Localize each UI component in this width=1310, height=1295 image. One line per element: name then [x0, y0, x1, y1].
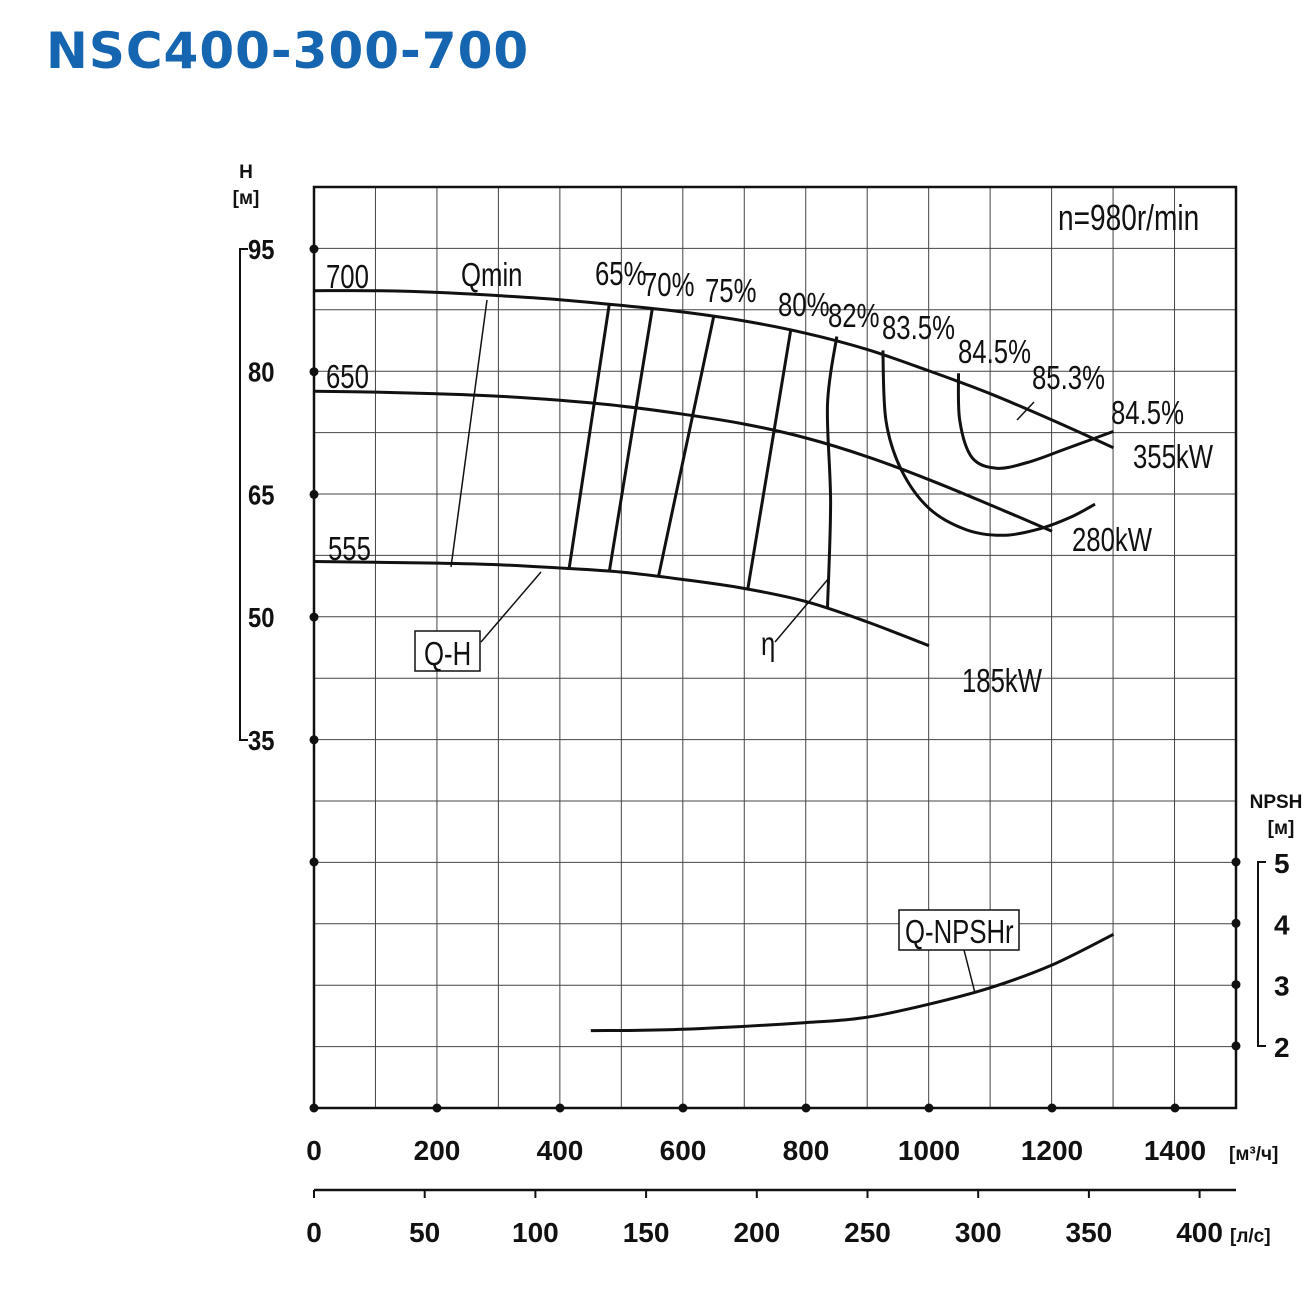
efficiency-label: 80%: [778, 287, 829, 324]
curve-label-700: 700: [326, 259, 369, 296]
y-tick-dot: [309, 735, 319, 745]
y2-axis-label: NPSH: [1250, 792, 1303, 813]
x-tick-dot: [1170, 1103, 1180, 1113]
leader-line: [963, 949, 976, 994]
npsh-curve: [590, 932, 1115, 1033]
leader-line: [774, 577, 830, 643]
y-tick-label: 65: [248, 479, 274, 511]
x2-tick-label: 350: [1066, 1217, 1113, 1248]
leader-line: [450, 299, 488, 568]
efficiency-line: [607, 308, 654, 573]
efficiency-label: 85.3%: [1032, 360, 1105, 397]
head-curve-700: [313, 289, 1115, 450]
x-tick-dot: [801, 1103, 811, 1113]
y-tick-label: 95: [248, 233, 274, 265]
qmin-label: Qmin: [461, 257, 522, 294]
leader-line: [1016, 401, 1035, 421]
y-tick-dot: [309, 489, 319, 499]
y2-tick-label: 5: [1274, 848, 1290, 879]
y-tick-dot: [309, 367, 319, 377]
y-tick-dot: [309, 612, 319, 622]
grid-dot: [309, 857, 319, 867]
y2-tick-dot: [1231, 857, 1241, 867]
efficiency-line: [656, 315, 716, 578]
efficiency-contour: [956, 373, 1115, 470]
x2-tick-label: 50: [409, 1217, 440, 1248]
x-tick-label: 1400: [1144, 1135, 1206, 1166]
grid: [314, 187, 1236, 1108]
x2-axis-unit: [л/с]: [1230, 1226, 1271, 1247]
x-tick-label: 600: [660, 1135, 707, 1166]
y-axis-unit: [м]: [233, 188, 260, 209]
efficiency-contour: [881, 350, 1096, 537]
efficiency-line: [746, 330, 793, 591]
curves: [313, 289, 1115, 1033]
x-tick-label: 1000: [898, 1135, 960, 1166]
h-scale-bracket: [239, 248, 248, 741]
x2-tick-label: 300: [955, 1217, 1002, 1248]
y2-tick-dot: [1231, 980, 1241, 990]
plot-border: [312, 185, 1238, 1110]
power-label: 280kW: [1072, 522, 1152, 559]
leader-line: [480, 571, 542, 643]
efficiency-line: [567, 304, 611, 569]
efficiency-label: 84.5%: [1111, 395, 1184, 432]
curve-label-650: 650: [326, 359, 369, 396]
y-tick-label: 35: [248, 724, 274, 756]
head-curve-555: [313, 560, 930, 648]
efficiency-label: 70%: [643, 267, 694, 304]
efficiency-label: 83.5%: [882, 310, 955, 347]
power-label: 355kW: [1133, 439, 1213, 476]
x2-tick-label: 100: [512, 1217, 559, 1248]
x2-tick-label: 0: [306, 1217, 322, 1248]
x-tick-label: 800: [783, 1135, 830, 1166]
y2-tick-label: 4: [1274, 909, 1290, 940]
x-tick-dot: [432, 1103, 442, 1113]
y-axis-label: H: [239, 162, 253, 183]
x-tick-dot: [309, 1103, 319, 1113]
speed-label: n=980r/min: [1058, 198, 1199, 238]
efficiency-label: 75%: [705, 273, 756, 310]
x-tick-label: 0: [306, 1135, 322, 1166]
y2-tick-dot: [1231, 918, 1241, 928]
x2-tick-label: 400: [1176, 1217, 1223, 1248]
qh-label: Q-H: [424, 636, 471, 673]
x2-tick-label: 200: [733, 1217, 780, 1248]
x2-tick-label: 250: [844, 1217, 891, 1248]
x-tick-dot: [1047, 1103, 1057, 1113]
x-tick-label: 1200: [1021, 1135, 1083, 1166]
plot-frame: [312, 185, 1238, 1110]
npsh-box: [898, 909, 1020, 951]
qh-box: [414, 630, 481, 672]
y-tick-label: 50: [248, 601, 274, 633]
efficiency-label: 82%: [828, 298, 879, 335]
x-axis-unit: [м³/ч]: [1229, 1144, 1278, 1165]
efficiency-label: 65%: [595, 256, 646, 293]
chart-title: NSC400-300-700: [46, 22, 530, 80]
y-tick-dot: [309, 244, 319, 254]
x-tick-dot: [678, 1103, 688, 1113]
axes: H [м] 95 80 65 50 35 NPSH [м] 5 4 3 2 0 200 400 600 800 10…: [233, 162, 1303, 1248]
head-curve-650: [313, 389, 1053, 533]
x-tick-label: 400: [537, 1135, 584, 1166]
eta-label: η: [761, 626, 775, 663]
npsh-scale-bracket: [1257, 861, 1266, 1047]
power-label: 185kW: [962, 663, 1042, 700]
y2-axis-unit: [м]: [1268, 818, 1295, 839]
x-tick-label: 200: [414, 1135, 461, 1166]
efficiency-line: [825, 336, 839, 608]
y2-tick-label: 2: [1274, 1032, 1290, 1063]
npsh-label: Q-NPSHr: [905, 914, 1014, 951]
x-tick-dot: [924, 1103, 934, 1113]
y-tick-label: 80: [248, 356, 274, 388]
x-tick-dot: [555, 1103, 565, 1113]
efficiency-label: 84.5%: [958, 334, 1031, 371]
y2-tick-dot: [1231, 1041, 1241, 1051]
y2-tick-label: 3: [1274, 971, 1290, 1002]
curve-label-555: 555: [328, 531, 371, 568]
x2-tick-label: 150: [623, 1217, 670, 1248]
